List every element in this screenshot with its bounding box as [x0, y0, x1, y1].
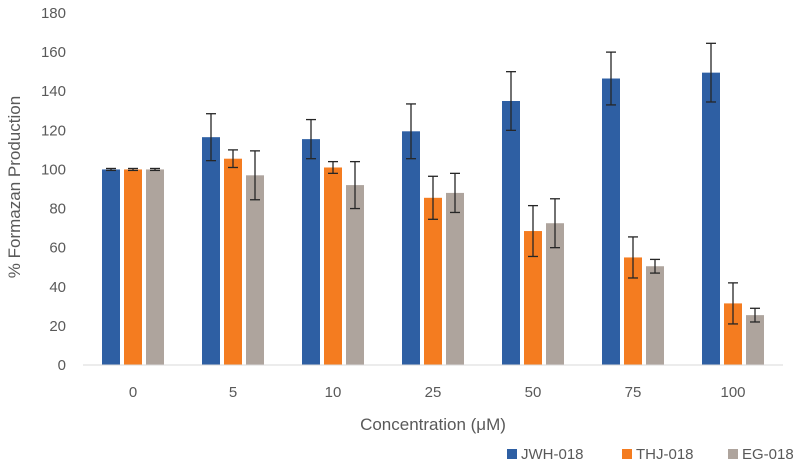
x-tick-label: 50: [525, 384, 542, 401]
bar-eg-018: [246, 175, 264, 365]
y-tick-label: 100: [41, 161, 66, 178]
legend-label: THJ-018: [636, 446, 694, 463]
x-tick-label: 100: [720, 384, 745, 401]
bar-jwh-018: [502, 101, 520, 365]
bar-thj-018: [624, 257, 642, 365]
y-tick-label: 60: [49, 240, 66, 257]
x-tick-label: 0: [129, 384, 137, 401]
bar-eg-018: [146, 169, 164, 365]
bar-thj-018: [724, 303, 742, 365]
x-axis-ticks: 0 5 10 25 50 75 100: [129, 384, 746, 401]
y-tick-label: 20: [49, 318, 66, 335]
legend-label: EG-018: [742, 446, 794, 463]
y-tick-label: 40: [49, 279, 66, 296]
y-axis-title: % Formazan Production: [5, 96, 24, 278]
bar-eg-018: [646, 266, 664, 365]
bar-thj-018: [524, 231, 542, 365]
y-tick-label: 80: [49, 201, 66, 218]
bars: [102, 72, 764, 366]
y-tick-label: 140: [41, 83, 66, 100]
bar-eg-018: [446, 192, 464, 365]
y-axis-ticks: 0 20 40 60 80 100 120 140 160 180: [41, 5, 66, 374]
y-tick-label: 160: [41, 44, 66, 61]
legend-swatch-jwh-018: [507, 449, 517, 459]
bar-eg-018: [546, 223, 564, 365]
legend-label: JWH-018: [521, 446, 584, 463]
y-tick-label: 120: [41, 122, 66, 139]
bar-thj-018: [224, 158, 242, 365]
legend: JWH-018 THJ-018 EG-018: [507, 446, 794, 463]
bar-thj-018: [124, 169, 142, 365]
bar-thj-018: [324, 167, 342, 365]
bar-thj-018: [424, 197, 442, 365]
bar-jwh-018: [402, 131, 420, 365]
legend-swatch-eg-018: [728, 449, 738, 459]
bar-jwh-018: [702, 72, 720, 366]
bar-jwh-018: [302, 139, 320, 365]
error-bars: [106, 42, 760, 325]
legend-swatch-thj-018: [622, 449, 632, 459]
x-tick-label: 10: [325, 384, 342, 401]
bar-jwh-018: [102, 169, 120, 365]
y-tick-label: 180: [41, 5, 66, 22]
bar-eg-018: [346, 185, 364, 365]
x-tick-label: 25: [425, 384, 442, 401]
bar-eg-018: [746, 315, 764, 365]
y-tick-label: 0: [58, 357, 66, 374]
bar-jwh-018: [202, 137, 220, 365]
bar-jwh-018: [602, 78, 620, 365]
x-tick-label: 75: [625, 384, 642, 401]
x-axis-title: Concentration (μM): [360, 415, 506, 434]
x-tick-label: 5: [229, 384, 237, 401]
